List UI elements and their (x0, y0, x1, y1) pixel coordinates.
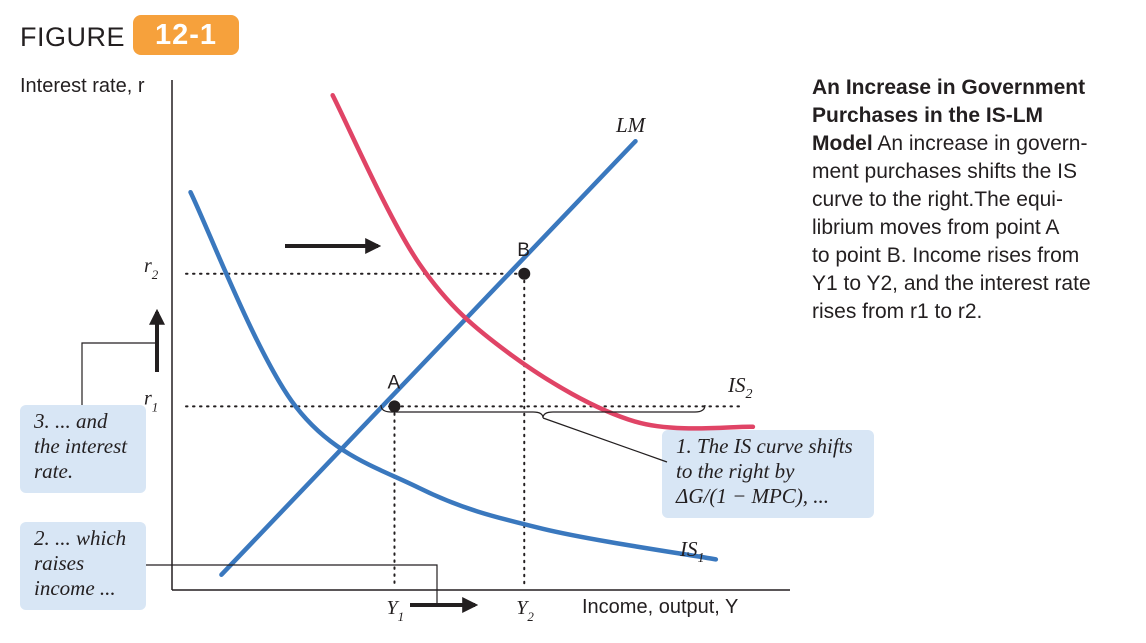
caption-body-line-2: curve to the right.The equi- (812, 188, 1063, 211)
curve-is2 (330, 93, 756, 431)
annotation-income-line-2: raises (34, 551, 85, 575)
annotation-is-shift-line-3: ΔG/(1 − MPC), ... (676, 484, 830, 508)
axes (171, 80, 790, 591)
arrows-and-leaders (81, 238, 706, 613)
point-B (518, 267, 531, 280)
annotation-interest-line-2: the interest (34, 434, 128, 458)
lm-label: LM (615, 113, 647, 137)
income-leader-line (146, 564, 438, 605)
brace-leader-line (542, 417, 668, 463)
caption-panel: An Increase in Government Purchases in t… (812, 74, 1132, 326)
annotation-income-line-1: 2. ... which (34, 526, 127, 550)
point-label-A: A (387, 372, 400, 393)
caption-body-line-5: Y1 to Y2, and the interest rate (812, 272, 1091, 295)
annotation-is-shift-line-1: 1. The IS curve shifts (676, 434, 853, 458)
annotation-is-shift-line-2: to the right by (676, 459, 795, 483)
y-tick-r1: r1 (144, 387, 158, 414)
annotation-interest-line-3: rate. (34, 459, 74, 483)
caption-body-line-3: librium moves from point A (812, 216, 1060, 239)
figure-number-badge: 12-1 (133, 15, 239, 55)
x-tick-Y1: Y1 (386, 597, 404, 624)
annotation-interest-rises: 3. ... and the interest rate. (20, 405, 146, 493)
caption-heading-line-1: An Increase in Government (812, 76, 1086, 99)
caption-body-line-4: to point B. Income rises from (812, 244, 1080, 267)
caption-heading-and-body: Model An increase in govern- (812, 130, 1132, 158)
curve-lm (219, 138, 638, 577)
figure-label: FIGURE (20, 22, 126, 52)
is2-label: IS2 (727, 373, 753, 402)
x-tick-Y2: Y2 (516, 597, 534, 624)
point-A (388, 400, 401, 413)
interest-leader-line (81, 342, 155, 405)
annotation-income-rises: 2. ... which raises income ... (20, 522, 146, 610)
point-label-B: B (517, 240, 530, 261)
caption-body-line-1: ment purchases shifts the IS (812, 160, 1077, 183)
y-axis-title: Interest rate, r (20, 75, 145, 97)
caption-heading-line-3: Model (812, 132, 873, 155)
annotation-interest-line-1: 3. ... and (34, 409, 108, 433)
curves (188, 93, 756, 577)
curve-is1 (188, 189, 719, 562)
y-tick-r2: r2 (144, 255, 159, 282)
annotation-income-line-3: income ... (34, 576, 116, 600)
guides (185, 272, 745, 586)
caption-body-line-6: rises from r1 to r2. (812, 300, 983, 323)
x-axis-title: Income, output, Y (582, 596, 739, 618)
caption-body-first: An increase in govern- (877, 132, 1088, 155)
chart-labels: LM IS1 IS2 A B Y1 Y2 r1 r2 (144, 113, 753, 624)
annotation-is-shift: 1. The IS curve shifts to the right by Δ… (662, 430, 874, 518)
is1-label: IS1 (679, 537, 705, 566)
equilibrium-points (388, 267, 531, 413)
caption-heading-line-2: Purchases in the IS-LM (812, 104, 1044, 127)
